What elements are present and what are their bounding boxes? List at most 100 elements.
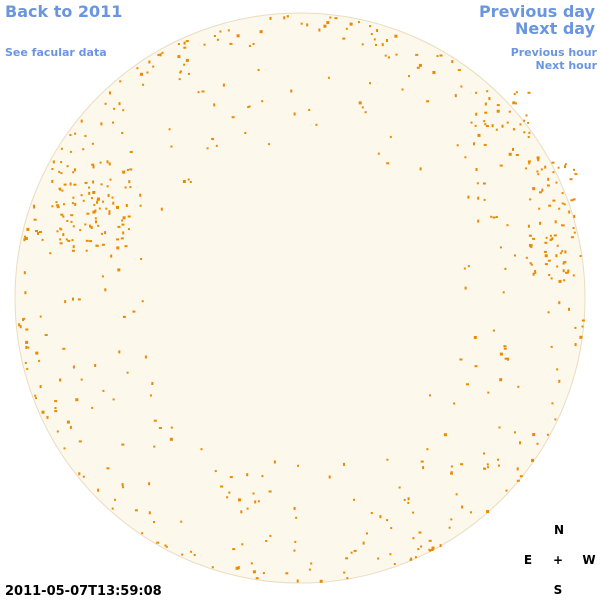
facular-dot (185, 58, 189, 62)
facular-dot (100, 122, 103, 126)
facular-dot (486, 90, 489, 93)
facular-dot (412, 511, 415, 514)
facular-dot (497, 458, 499, 461)
facular-dot (515, 102, 518, 105)
facular-dot (369, 82, 371, 85)
facular-dot (393, 563, 396, 565)
facular-dot (59, 378, 62, 382)
facular-dot (544, 165, 547, 169)
facular-dot (454, 94, 457, 98)
facular-dot (561, 224, 563, 227)
facular-dot (108, 210, 111, 213)
facular-dot (106, 185, 109, 188)
facular-dot (498, 464, 500, 467)
facular-dot (286, 15, 289, 18)
facular-dot (49, 252, 52, 255)
facular-dot (122, 216, 126, 220)
facular-dot (546, 184, 550, 187)
facular-dot (492, 216, 496, 219)
facular-dot (482, 182, 486, 185)
facular-dot (134, 509, 138, 512)
facular-dot (269, 16, 272, 20)
facular-dot (529, 244, 531, 247)
facular-dot (419, 167, 422, 171)
facular-dot (67, 239, 71, 242)
facular-dot (124, 245, 128, 248)
facular-dot (235, 566, 239, 570)
facular-dot (558, 379, 561, 383)
facular-dot (461, 505, 464, 509)
facular-dot (496, 109, 500, 113)
next-hour-link[interactable]: Next hour (536, 59, 598, 72)
facular-dot (26, 367, 29, 370)
facular-dot (475, 91, 478, 94)
facular-dot (350, 551, 353, 554)
facular-dot (426, 448, 429, 451)
facular-dot (581, 319, 585, 322)
facular-dot (69, 182, 72, 186)
facular-dot (495, 128, 498, 131)
facular-link[interactable]: See facular data (5, 46, 107, 59)
facular-dot (181, 553, 184, 556)
facular-dot (201, 90, 205, 93)
facular-dot (574, 326, 577, 329)
facular-dot (84, 181, 88, 184)
facular-dot (328, 475, 331, 479)
facular-dot (353, 498, 355, 501)
facular-dot (366, 532, 368, 535)
facular-dot (262, 572, 265, 575)
facular-dot (450, 472, 453, 475)
facular-dot (567, 269, 570, 273)
facular-dot (82, 148, 85, 151)
facular-dot (450, 518, 453, 521)
facular-dot (432, 71, 436, 74)
facular-dot (428, 539, 432, 542)
facular-dot (247, 106, 250, 109)
next-day-link[interactable]: Next day (515, 19, 596, 38)
facular-dot (457, 69, 461, 72)
facular-dot (121, 443, 125, 446)
facular-dot (51, 179, 54, 183)
facular-dot (248, 105, 251, 108)
previous-day-link[interactable]: Previous day (479, 2, 596, 21)
facular-dot (476, 182, 479, 185)
facular-dot (543, 250, 547, 253)
facular-dot (98, 207, 101, 210)
facular-dot (128, 180, 131, 184)
facular-dot (170, 145, 173, 148)
facular-dot (569, 178, 573, 181)
facular-dot (512, 147, 514, 151)
facular-dot (107, 194, 110, 197)
back-link[interactable]: Back to 2011 (5, 2, 122, 21)
facular-dot (104, 288, 107, 292)
facular-dot (361, 43, 364, 46)
facular-dot (386, 39, 388, 42)
facular-dot (448, 526, 451, 529)
facular-dot (306, 23, 309, 27)
facular-dot (570, 236, 574, 239)
facular-dot (124, 186, 127, 189)
facular-dot (439, 544, 442, 548)
facular-dot (259, 30, 263, 34)
facular-dot (229, 476, 233, 479)
facular-dot (58, 170, 61, 173)
previous-hour-link[interactable]: Previous hour (511, 46, 598, 59)
facular-dot (212, 138, 215, 141)
facular-dot (412, 537, 415, 540)
facular-dot (422, 466, 425, 470)
facular-dot (534, 270, 537, 272)
facular-dot (377, 557, 380, 560)
facular-dot (119, 80, 122, 83)
facular-dot (323, 24, 327, 28)
facular-dot (121, 223, 125, 226)
facular-dot (420, 460, 424, 463)
facular-dot (74, 132, 77, 135)
facular-dot (177, 55, 181, 59)
facular-dot (226, 496, 229, 499)
facular-dot (536, 170, 539, 173)
facular-dot (250, 562, 253, 565)
facular-dot (369, 25, 372, 28)
facular-dot (153, 521, 155, 523)
facular-dot (319, 579, 323, 583)
